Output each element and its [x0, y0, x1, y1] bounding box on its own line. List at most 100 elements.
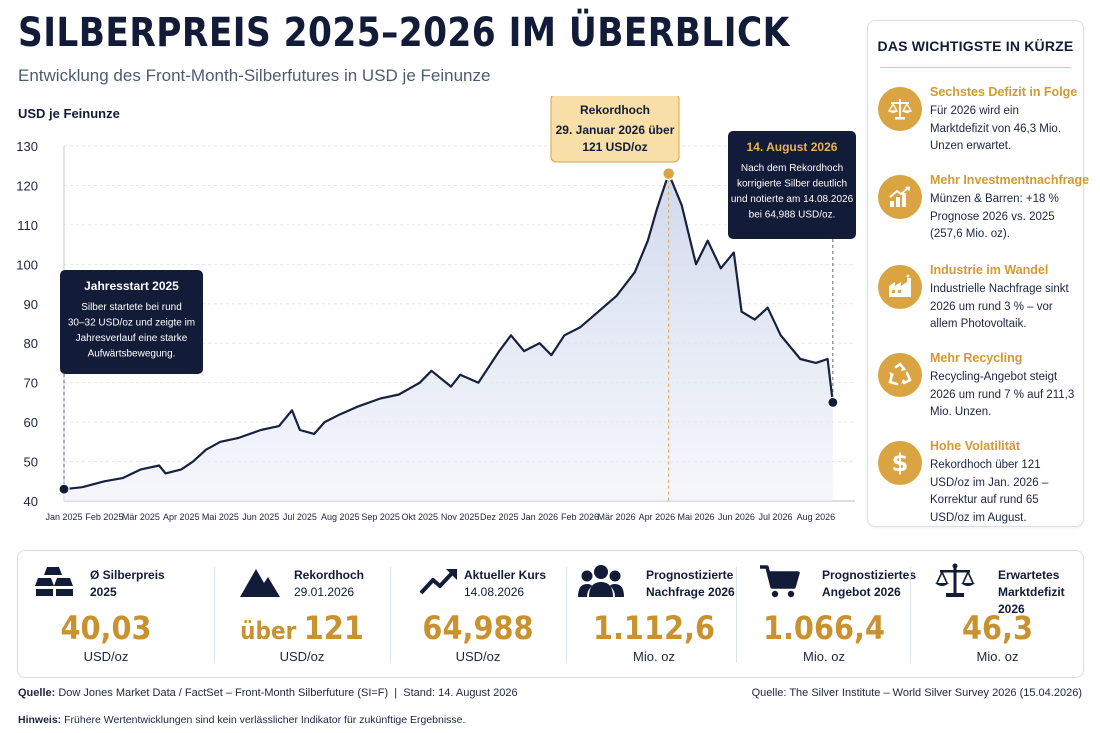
kpi-label: Aktueller Kurs 14.08.2026 — [464, 568, 547, 599]
divider — [880, 67, 1071, 68]
kpi-value: 1.112,6 — [592, 609, 716, 647]
annotation-text: Jahresverlauf eine starke — [76, 333, 188, 344]
x-tick-label: Aug 2026 — [797, 512, 836, 522]
fact-text: Münzen & Barren: +18 % Prognose 2026 vs.… — [930, 193, 1059, 240]
annotation-text: 30–32 USD/oz und zeigte im — [68, 318, 195, 329]
divider — [566, 567, 567, 663]
recycle-icon — [878, 353, 922, 397]
kpi-unit: Mio. oz — [976, 649, 1019, 664]
y-tick-label: 100 — [16, 257, 38, 272]
annotation-background — [728, 131, 856, 239]
annotation-title: Jahresstart 2025 — [84, 279, 179, 293]
y-tick-label: 120 — [16, 178, 38, 193]
mountain-icon — [240, 569, 280, 597]
x-tick-label: Apr 2025 — [163, 512, 200, 522]
annotation-title: 14. August 2026 — [747, 140, 838, 154]
kpi-bar: Ø Silberpreis 2025 40,03 USD/oz Rekordho… — [17, 550, 1084, 678]
divider — [910, 567, 911, 663]
x-tick-label: Apr 2026 — [639, 512, 676, 522]
x-tick-label: Mai 2025 — [202, 512, 239, 522]
key-facts-title: DAS WICHTIGSTE IN KÜRZE — [877, 38, 1074, 54]
x-tick-label: Feb 2025 — [85, 512, 123, 522]
x-tick-label: Nov 2025 — [441, 512, 480, 522]
kpi-label: Prognostiziertes Angebot 2026 — [822, 568, 917, 599]
y-tick-label: 40 — [24, 494, 38, 509]
y-tick-label: 60 — [24, 415, 38, 430]
annotation-text: Nach dem Rekordhoch — [741, 163, 843, 174]
x-tick-label: Dez 2025 — [480, 512, 519, 522]
kpi-value: 40,03 — [60, 609, 152, 647]
key-facts-panel: DAS WICHTIGSTE IN KÜRZE Sechstes Defizit… — [867, 20, 1089, 527]
page-title: SILBERPREIS 2025–2026 IM ÜBERBLICK — [18, 10, 790, 56]
kpi-value: über 121 — [240, 609, 364, 647]
kpi-label: Ø Silberpreis 2025 — [90, 568, 165, 599]
y-tick-label: 130 — [16, 139, 38, 154]
people-icon — [578, 565, 624, 597]
disclaimer: Hinweis: Frühere Wertentwicklungen sind … — [18, 714, 466, 726]
y-axis-label: USD je Feinunze — [18, 106, 120, 121]
annotation-title: Rekordhoch — [580, 103, 650, 117]
source-left: Quelle: Dow Jones Market Data / FactSet … — [18, 687, 518, 699]
cart-icon — [760, 565, 800, 598]
growth-chart-icon — [878, 175, 922, 219]
annotation-text: Silber startete bei rund — [81, 302, 182, 313]
price-area — [64, 173, 833, 501]
scales-icon — [935, 563, 975, 597]
fact-heading: Sechstes Defizit in Folge — [930, 85, 1078, 99]
kpi-value: 1.066,4 — [762, 609, 886, 647]
fact-heading: Mehr Investmentnachfrage — [930, 173, 1090, 187]
annotation-box: Jahresstart 2025 Silber startete bei rund… — [60, 270, 203, 374]
annotation-box: Rekordhoch 29. Januar 2026 über 121 USD/oz — [550, 96, 680, 163]
kpi-value: 64,988 — [422, 609, 534, 647]
x-tick-label: Mai 2026 — [678, 512, 715, 522]
kpi-unit: Mio. oz — [633, 649, 675, 664]
kpi-card: Aktueller Kurs 14.08.2026 64,988 USD/oz — [390, 551, 566, 677]
kpi-unit: USD/oz — [279, 649, 325, 664]
x-tick-label: Jun 2025 — [242, 512, 279, 522]
annotation-text: bei 64,988 USD/oz. — [749, 210, 836, 221]
kpi-label: Rekordhoch 29.01.2026 — [294, 568, 365, 599]
annotation-text: 29. Januar 2026 über — [556, 123, 675, 137]
x-tick-label: Mär 2025 — [122, 512, 160, 522]
trend-up-icon — [419, 569, 457, 595]
x-tick-label: Mär 2026 — [598, 512, 636, 522]
kpi-value: 46,3 — [961, 609, 1034, 647]
annotation-text: und notierte am 14.08.2026 — [731, 194, 854, 205]
kpi-card: Prognostiziertes Angebot 2026 1.066,4 Mio… — [736, 551, 916, 677]
scales-icon — [878, 87, 922, 131]
divider — [736, 567, 737, 663]
source-right: Quelle: The Silver Institute – World Sil… — [751, 687, 1082, 699]
fact-text: Industrielle Nachfrage sinkt 2026 um run… — [930, 283, 1069, 330]
annotation-text: 121 USD/oz — [582, 140, 647, 154]
kpi-card: Prognostizierte Nachfrage 2026 1.112,6 Mi… — [566, 551, 742, 677]
y-tick-label: 90 — [24, 297, 38, 312]
fact-heading: Industrie im Wandel — [930, 263, 1049, 277]
kpi-label: Prognostizierte Nachfrage 2026 — [646, 568, 735, 599]
kpi-card: Ø Silberpreis 2025 40,03 USD/oz — [18, 551, 194, 677]
divider — [390, 567, 391, 663]
dollar-icon: $ — [878, 441, 922, 485]
x-tick-label: Okt 2025 — [401, 512, 438, 522]
price-marker — [827, 396, 839, 408]
kpi-unit: USD/oz — [83, 649, 129, 664]
kpi-card: Rekordhoch 29.01.2026 über 121 USD/oz — [214, 551, 390, 677]
x-tick-label: Jan 2026 — [521, 512, 558, 522]
divider — [214, 567, 215, 663]
fact-text: Rekordhoch über 121 USD/oz im Jan. 2026 … — [930, 459, 1049, 524]
annotation-background — [550, 96, 680, 163]
silver-price-chart: USD je Feinunze 40 50 60 70 80 90 100 110 120 130… — [16, 96, 856, 522]
record-high-marker — [661, 166, 676, 181]
x-tick-label: Sep 2025 — [361, 512, 400, 522]
factory-icon — [878, 265, 922, 309]
x-tick-label: Feb 2026 — [561, 512, 599, 522]
x-tick-label: Jan 2025 — [45, 512, 82, 522]
svg-text:$: $ — [892, 449, 909, 477]
y-tick-label: 80 — [24, 336, 38, 351]
fact-text: Recycling-Angebot steigt 2026 um rund 7 … — [930, 371, 1075, 418]
y-tick-label: 50 — [24, 455, 38, 470]
annotation-text: korrigierte Silber deutlich — [737, 179, 847, 190]
kpi-card: Erwartetes Marktdefizit 2026 46,3 Mio. oz — [910, 551, 1085, 677]
y-tick-label: 110 — [17, 218, 38, 233]
y-tick-label: 70 — [24, 376, 38, 391]
x-tick-label: Jul 2026 — [758, 512, 792, 522]
